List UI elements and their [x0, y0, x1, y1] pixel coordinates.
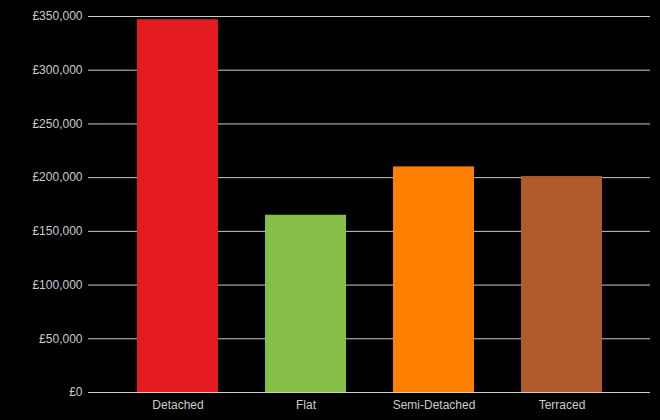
svg-text:£100,000: £100,000	[32, 278, 82, 292]
svg-text:Semi-Detached: Semi-Detached	[393, 398, 476, 412]
svg-text:£300,000: £300,000	[32, 63, 82, 77]
svg-text:£200,000: £200,000	[32, 170, 82, 184]
svg-text:Terraced: Terraced	[539, 398, 586, 412]
svg-text:Detached: Detached	[152, 398, 203, 412]
svg-text:£350,000: £350,000	[32, 9, 82, 23]
svg-text:£50,000: £50,000	[39, 332, 83, 346]
svg-text:Flat: Flat	[296, 398, 317, 412]
svg-text:£250,000: £250,000	[32, 117, 82, 131]
svg-text:£0: £0	[69, 385, 83, 399]
svg-text:£150,000: £150,000	[32, 224, 82, 238]
